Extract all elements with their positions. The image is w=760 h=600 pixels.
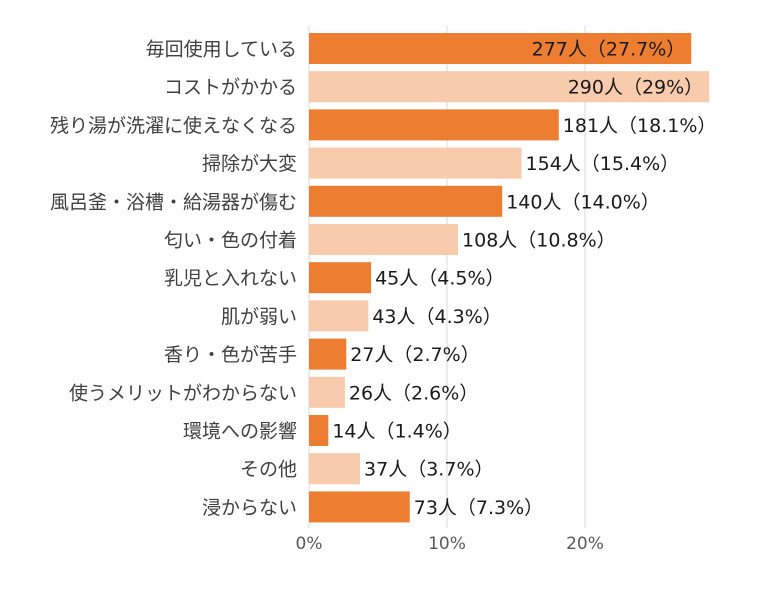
data-label: 108人（10.8%）	[462, 230, 616, 252]
category-label: 使うメリットがわからない	[69, 382, 297, 404]
x-tick-label: 0%	[296, 534, 323, 554]
x-tick-label: 10%	[428, 534, 466, 554]
data-label: 14人（1.4%）	[332, 421, 461, 443]
bar	[309, 109, 559, 141]
bar	[309, 376, 345, 408]
bar	[309, 453, 361, 485]
data-label: 43人（4.3%）	[372, 306, 501, 328]
bar	[309, 185, 503, 217]
category-label: 風呂釜・浴槽・給湯器が傷む	[50, 191, 297, 213]
data-label: 27人（2.7%）	[350, 344, 479, 366]
data-label: 181人（18.1%）	[563, 115, 717, 137]
bar	[309, 33, 692, 64]
x-tick-label: 20%	[566, 534, 604, 554]
category-label: 香り・色が苦手	[164, 344, 297, 366]
data-label: 37人（3.7%）	[364, 459, 493, 481]
data-label: 26人（2.6%）	[349, 382, 478, 404]
category-label: 肌が弱い	[221, 306, 297, 328]
data-label: 290人（29%）	[568, 77, 704, 99]
category-label: 毎回使用している	[146, 39, 297, 61]
category-label: 浸からない	[202, 497, 297, 519]
data-label: 154人（15.4%）	[526, 153, 680, 175]
x-axis-ticks: 0% 10% 20%	[296, 534, 604, 554]
data-label: 45人（4.5%）	[375, 268, 504, 290]
label-layer: 毎回使用している 277人（27.7%） コストがかかる 290人（29%） 残り湯が洗…	[50, 39, 716, 519]
data-label: 73人（7.3%）	[414, 497, 543, 519]
category-label: 掃除が大変	[202, 153, 297, 175]
bar	[309, 224, 459, 255]
bar	[309, 71, 710, 103]
bar	[309, 262, 372, 294]
category-label: 残り湯が洗濯に使えなくなる	[50, 115, 297, 137]
bar	[309, 491, 410, 523]
category-label: その他	[240, 459, 297, 481]
category-label: 乳児と入れない	[164, 268, 297, 290]
bar	[309, 147, 522, 179]
bar	[309, 415, 329, 446]
data-label: 140人（14.0%）	[506, 191, 660, 213]
bar	[309, 300, 369, 332]
bar	[309, 338, 347, 370]
category-label: 匂い・色の付着	[164, 230, 297, 252]
bar-layer	[309, 33, 710, 523]
category-label: 環境への影響	[183, 421, 297, 443]
data-label: 277人（27.7%）	[532, 39, 686, 61]
category-label: コストがかかる	[164, 77, 297, 99]
